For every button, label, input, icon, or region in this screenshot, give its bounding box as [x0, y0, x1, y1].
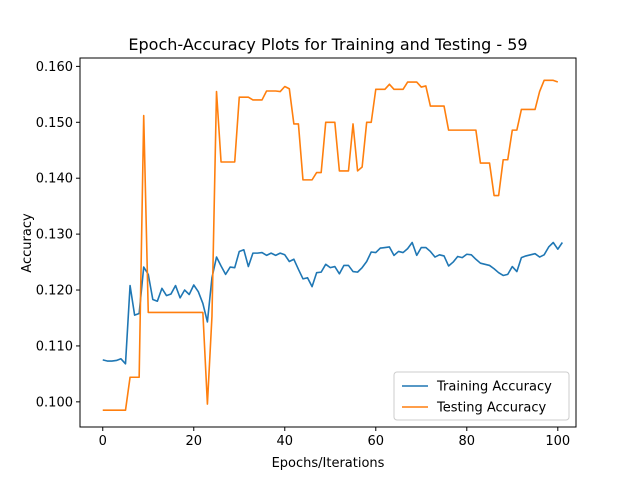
- y-tick-label: 0.120: [36, 284, 73, 299]
- series-line-testing-accuracy: [102, 79, 559, 412]
- y-tick-label: 0.100: [36, 395, 73, 410]
- legend-label: Testing Accuracy: [436, 401, 546, 416]
- series-line-training-accuracy: [102, 241, 564, 365]
- legend-label: Training Accuracy: [436, 380, 552, 395]
- y-tick-label: 0.160: [36, 60, 73, 75]
- legend: Training Accuracy Testing Accuracy: [393, 371, 570, 421]
- x-axis-label: Epochs/Iterations: [272, 456, 385, 471]
- x-tick-label: 60: [368, 434, 385, 449]
- x-tick-label: 20: [185, 434, 202, 449]
- x-tick-label: 80: [459, 434, 476, 449]
- y-tick-label: 0.150: [36, 116, 73, 131]
- y-axis-label: Accuracy: [20, 213, 35, 273]
- y-axis: 0.100 0.110 0.120 0.130 0.140 0.150 0.160: [36, 60, 80, 410]
- legend-box: [393, 371, 570, 421]
- plot-area: [102, 79, 564, 412]
- x-tick-label: 100: [545, 434, 570, 449]
- x-axis: 0 20 40 60 80 100: [99, 427, 570, 449]
- x-tick-label: 40: [276, 434, 293, 449]
- x-tick-label: 0: [99, 434, 107, 449]
- y-tick-label: 0.130: [36, 228, 73, 243]
- y-tick-label: 0.110: [36, 339, 73, 354]
- axes-frame: [79, 57, 577, 428]
- y-tick-label: 0.140: [36, 172, 73, 187]
- chart-title: Epoch-Accuracy Plots for Training and Te…: [128, 35, 527, 54]
